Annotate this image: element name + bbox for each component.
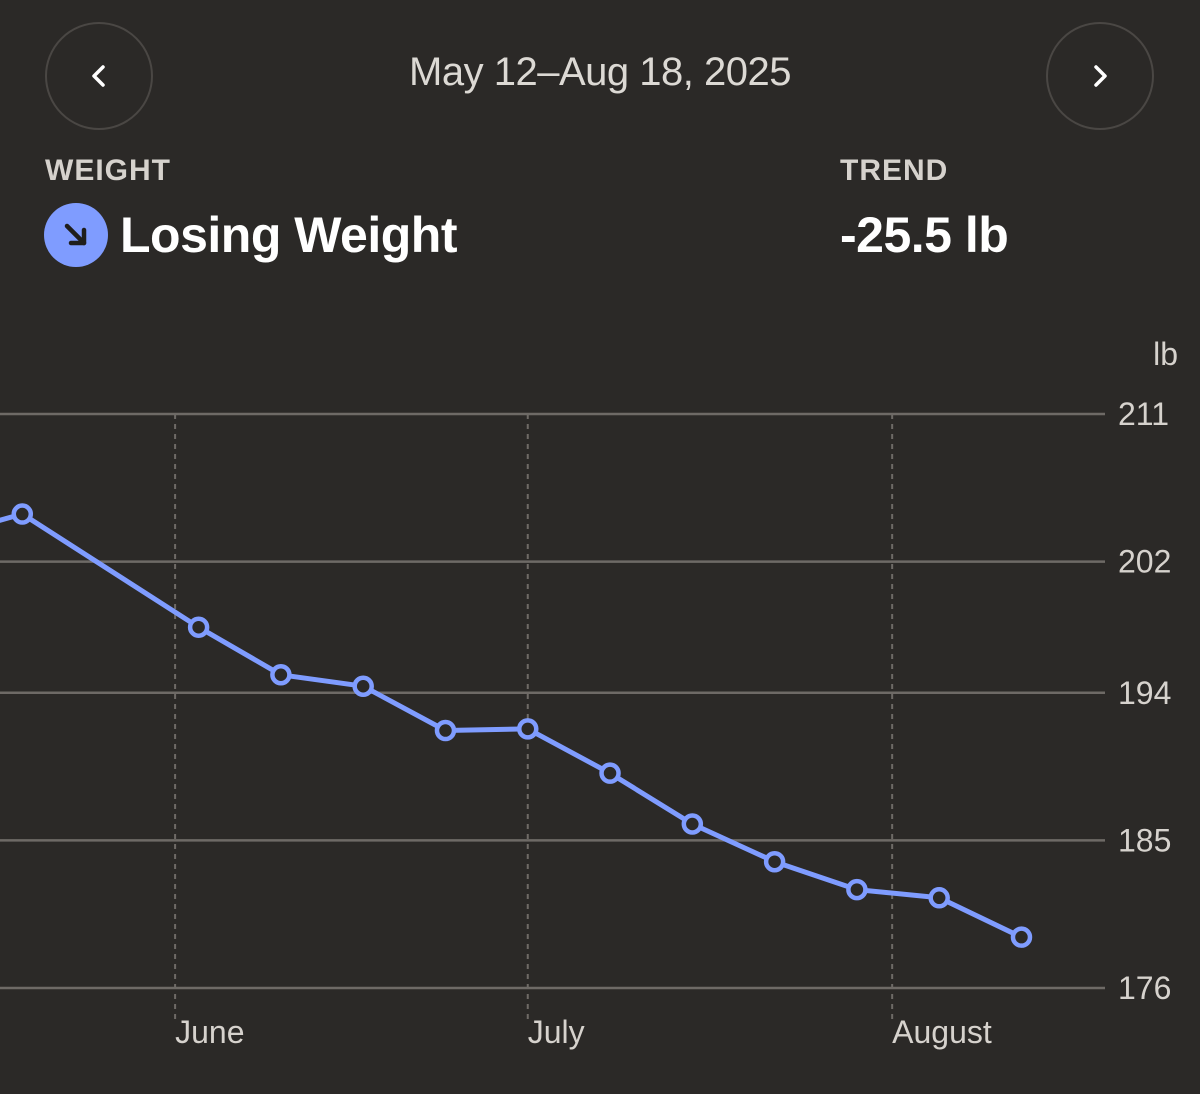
- y-tick-label: 202: [1118, 544, 1171, 580]
- next-range-button[interactable]: [1046, 22, 1154, 130]
- data-point[interactable]: [1010, 926, 1033, 948]
- x-tick-label: July: [528, 1014, 585, 1050]
- x-tick-label: June: [175, 1014, 244, 1050]
- previous-range-button[interactable]: [45, 22, 153, 130]
- data-point[interactable]: [11, 503, 34, 525]
- weight-series-line: [0, 511, 1024, 940]
- data-point[interactable]: [352, 675, 374, 697]
- chevron-right-icon: [1094, 65, 1107, 87]
- y-axis-unit-label: lb: [1153, 336, 1178, 372]
- chevron-left-icon: [92, 65, 105, 87]
- data-point[interactable]: [599, 762, 621, 784]
- trend-value: -25.5 lb: [840, 207, 1009, 263]
- y-tick-label: 185: [1118, 822, 1171, 858]
- weight-section-label: WEIGHT: [45, 154, 171, 187]
- y-tick-label: 194: [1118, 675, 1171, 711]
- weight-status: Losing Weight: [44, 203, 457, 267]
- data-point[interactable]: [846, 878, 868, 901]
- date-range-label: May 12–Aug 18, 2025: [409, 50, 791, 94]
- status-text: Losing Weight: [120, 207, 457, 263]
- data-point[interactable]: [763, 850, 786, 873]
- y-tick-label: 211: [1118, 396, 1169, 432]
- data-point[interactable]: [434, 719, 457, 742]
- data-point[interactable]: [517, 718, 539, 740]
- data-point[interactable]: [270, 664, 292, 686]
- arrow-down-right-icon: [44, 203, 108, 267]
- x-tick-label: August: [892, 1014, 992, 1050]
- data-point[interactable]: [928, 887, 950, 909]
- data-point[interactable]: [681, 813, 704, 835]
- data-point[interactable]: [187, 616, 210, 638]
- trend-section-label: TREND: [840, 154, 949, 187]
- y-tick-label: 176: [1118, 970, 1171, 1006]
